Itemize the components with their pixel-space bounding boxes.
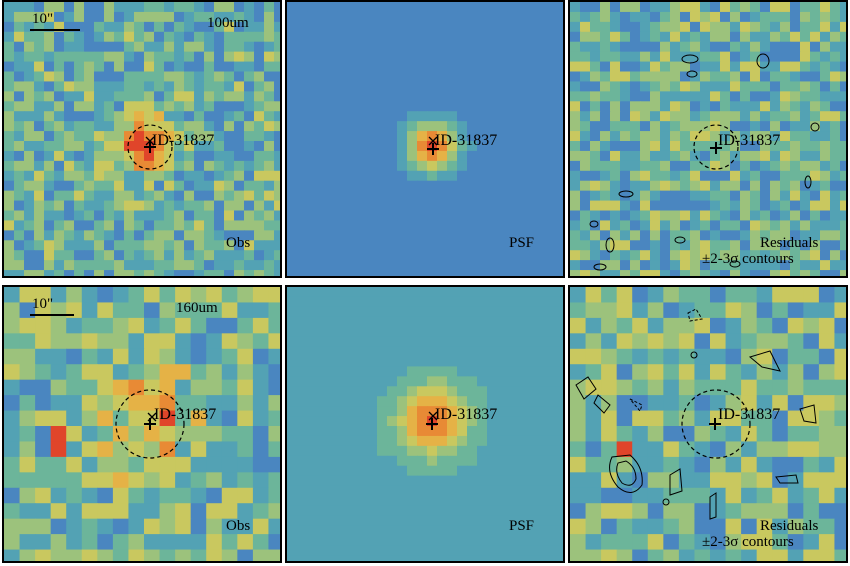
residuals-label: Residuals (760, 518, 819, 534)
source-cross (709, 418, 721, 430)
source-x (147, 412, 157, 422)
residuals-label: Residuals (760, 235, 819, 251)
obs-label: Obs (226, 518, 251, 534)
scalebar-label: 10" (32, 11, 54, 27)
psf-160um-overlay (426, 411, 438, 430)
source-id-label: ID-31837 (435, 406, 498, 423)
band-label: 100um (207, 15, 249, 31)
source-id-label: ID-31837 (435, 132, 498, 149)
residual-160um-panel: ID-31837 Residuals ±2-3σ contours (568, 285, 848, 563)
obs-label: Obs (226, 235, 251, 251)
residual-160um-contours (575, 308, 817, 520)
source-id-label: ID-31837 (154, 406, 217, 423)
obs-160um-map (4, 287, 280, 561)
obs-100um-map (4, 2, 280, 276)
scalebar-label: 10" (32, 296, 54, 312)
aperture-circle (115, 389, 185, 459)
contours-label: ±2-3σ contours (702, 534, 794, 550)
residual-100um-panel: ID-31837 Residuals ±2-3σ contours (568, 0, 848, 278)
source-id-label: ID-31837 (152, 132, 215, 149)
source-cross (426, 418, 438, 430)
residual-100um-map (570, 2, 846, 276)
source-cross (427, 143, 439, 155)
obs-160um-overlay (30, 314, 185, 459)
source-x (428, 136, 438, 146)
source-cross (144, 141, 156, 153)
psf-160um-map (287, 287, 563, 561)
obs-100um-panel: 10" 100um ID-31837 Obs (2, 0, 282, 278)
psf-100um-panel: ID-31837 PSF (285, 0, 565, 278)
band-label: 160um (176, 300, 218, 316)
source-cross (144, 418, 156, 430)
source-cross (710, 142, 722, 154)
obs-100um-overlay (30, 29, 173, 170)
psf-100um-map (287, 2, 563, 276)
aperture-circle (693, 124, 739, 170)
contours-label: ±2-3σ contours (702, 251, 794, 267)
source-x (428, 411, 438, 421)
aperture-circle (127, 124, 173, 170)
psf-label: PSF (509, 518, 535, 534)
aperture-circle (681, 389, 751, 459)
obs-160um-panel: 10" 160um ID-31837 Obs (2, 285, 282, 563)
source-id-label: ID-31837 (718, 132, 781, 149)
source-x (145, 136, 155, 146)
psf-label: PSF (509, 235, 535, 251)
residual-100um-contours (589, 53, 820, 271)
source-id-label: ID-31837 (718, 406, 781, 423)
psf-160um-panel: ID-31837 PSF (285, 285, 565, 563)
psf-100um-overlay (427, 136, 439, 155)
